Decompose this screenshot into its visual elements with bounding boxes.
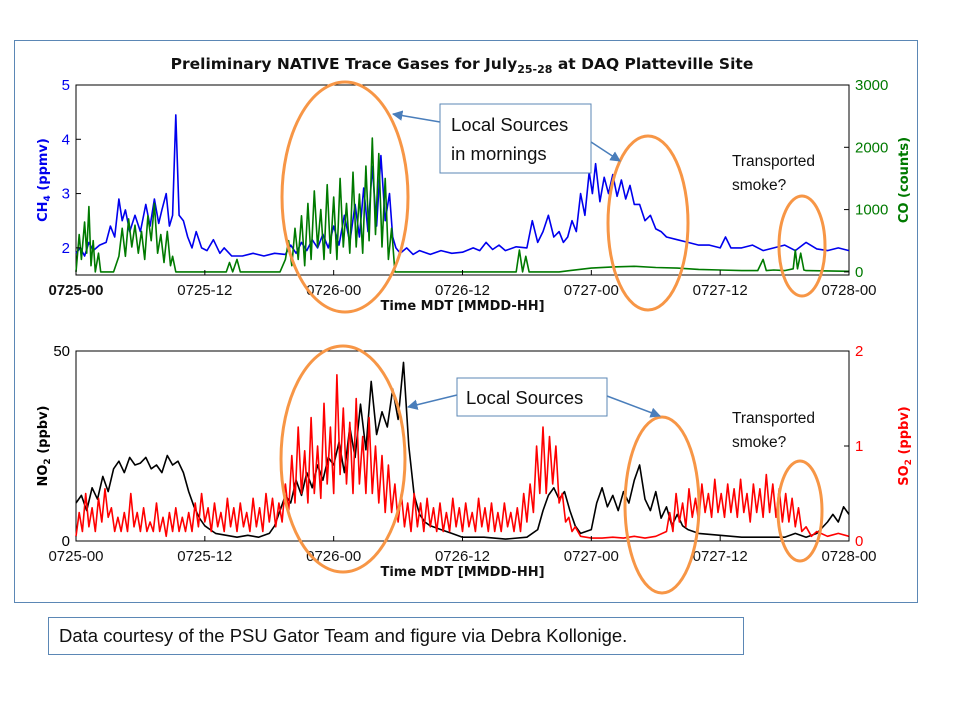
top-y-left-tick-label: 2 xyxy=(62,240,70,257)
bottom-x-tick-label: 0726-00 xyxy=(306,548,361,565)
highlight-ellipse-bottom-left xyxy=(279,344,407,574)
bottom-x-tick-label: 0727-12 xyxy=(693,548,748,565)
callout-bottom-text: Local Sources xyxy=(466,387,583,408)
top-y-right-tick-label: 3000 xyxy=(855,77,888,94)
callout-box-bottom xyxy=(456,377,608,417)
highlight-ellipse-top-right xyxy=(777,194,827,298)
top-x-tick-label: 0727-00 xyxy=(564,282,619,299)
top-y-left-tick-label: 3 xyxy=(62,186,70,203)
arrow-top-right xyxy=(587,139,621,162)
bottom-x-tick-label: 0728-00 xyxy=(821,548,876,565)
highlight-ellipse-bottom-right xyxy=(776,459,824,563)
bottom-x-axis-label: Time MDT [MMDD-HH] xyxy=(380,565,544,580)
top-y-left-tick-label: 4 xyxy=(62,131,70,148)
top-x-tick-label: 0726-00 xyxy=(306,282,361,299)
arrow-bottom-left xyxy=(406,394,458,410)
bottom-y-right-tick-label: 2 xyxy=(855,343,863,360)
bottom-series-so2-line xyxy=(75,374,850,539)
transported-bottom-line2: smoke? xyxy=(732,434,787,451)
top-y-right-tick-label: 0 xyxy=(855,264,863,281)
transported-top-line2: smoke? xyxy=(732,177,787,194)
top-x-tick-label: 0725-00 xyxy=(48,282,103,299)
callout-top-line2: in mornings xyxy=(451,143,547,164)
bottom-y-right-tick-label: 0 xyxy=(855,533,863,550)
highlight-ellipse-top-left xyxy=(280,80,410,314)
bottom-y-right-axis-label: SO2 (ppbv) xyxy=(897,406,914,486)
bottom-x-tick-label: 0727-00 xyxy=(564,548,619,565)
bottom-x-tick-label: 0725-12 xyxy=(177,548,232,565)
callout-box-top xyxy=(439,103,592,174)
bottom-y-right-tick-label: 1 xyxy=(855,438,863,455)
bottom-y-left-tick-label: 0 xyxy=(62,533,70,550)
chart-title: Preliminary NATIVE Trace Gases for July2… xyxy=(171,55,754,76)
top-x-tick-label: 0726-12 xyxy=(435,282,490,299)
top-y-left-tick-label: 5 xyxy=(62,77,70,94)
highlight-ellipse-bottom-middle xyxy=(623,415,701,595)
arrow-top-left xyxy=(391,110,441,123)
top-x-tick-label: 0725-12 xyxy=(177,282,232,299)
transported-bottom-line1: Transported xyxy=(732,410,815,427)
highlight-ellipse-top-middle xyxy=(606,134,690,312)
bottom-y-left-tick-label: 50 xyxy=(53,343,70,360)
figure-caption: Data courtesy of the PSU Gator Team and … xyxy=(48,617,744,655)
top-y-left-axis-label: CH4 (ppmv) xyxy=(36,138,53,222)
top-x-tick-label: 0728-00 xyxy=(821,282,876,299)
transported-top-line1: Transported xyxy=(732,153,815,170)
bottom-x-tick-label: 0725-00 xyxy=(48,548,103,565)
top-y-right-tick-label: 1000 xyxy=(855,202,888,219)
top-y-right-tick-label: 2000 xyxy=(855,139,888,156)
bottom-x-tick-label: 0726-12 xyxy=(435,548,490,565)
top-x-tick-label: 0727-12 xyxy=(693,282,748,299)
callout-top-line1: Local Sources xyxy=(451,114,568,135)
figure-frame xyxy=(14,40,918,603)
top-x-axis-label: Time MDT [MMDD-HH] xyxy=(380,299,544,314)
bottom-y-left-axis-label: NO2 (ppbv) xyxy=(36,405,53,486)
arrow-bottom-right xyxy=(606,395,661,418)
top-y-right-axis-label: CO (counts) xyxy=(897,137,912,223)
